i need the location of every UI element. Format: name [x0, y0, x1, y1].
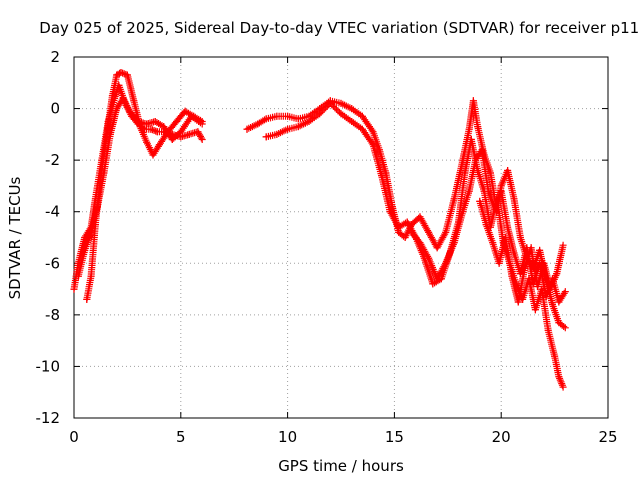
x-tick-label: 0 [69, 428, 79, 446]
x-tick-label: 5 [176, 428, 186, 446]
marker-trail [74, 94, 204, 280]
plot-frame [73, 56, 609, 419]
marker-trail [476, 197, 567, 306]
data-points [70, 69, 569, 391]
chart-title: Day 025 of 2025, Sidereal Day-to-day VTE… [39, 19, 640, 37]
x-tick-label: 15 [385, 428, 404, 446]
y-tick-label: -8 [45, 306, 60, 324]
series-track-c [74, 94, 206, 280]
y-tick-label: -2 [45, 151, 60, 169]
y-tick-label: -10 [36, 357, 61, 375]
data-point [198, 136, 206, 143]
x-tick-label: 10 [278, 428, 297, 446]
y-tick-label: -12 [36, 409, 61, 427]
y-tick-label: -4 [45, 203, 60, 221]
y-tick-label: 2 [50, 48, 60, 66]
x-tick-label: 25 [598, 428, 617, 446]
axis-ticks: 0 5 10 15 20 25 -12 -10 -8 -6 -4 -2 0 2 [36, 48, 618, 446]
y-axis-label: SDTVAR / TECUs [6, 176, 24, 299]
marker-trail [243, 97, 568, 330]
y-tick-label: 0 [50, 100, 60, 118]
y-tick-label: -6 [45, 254, 60, 272]
series-track-f [408, 146, 569, 306]
x-tick-label: 20 [492, 428, 511, 446]
marker-trail [408, 146, 568, 306]
series-track-g [476, 197, 567, 306]
x-axis-label: GPS time / hours [278, 457, 404, 475]
